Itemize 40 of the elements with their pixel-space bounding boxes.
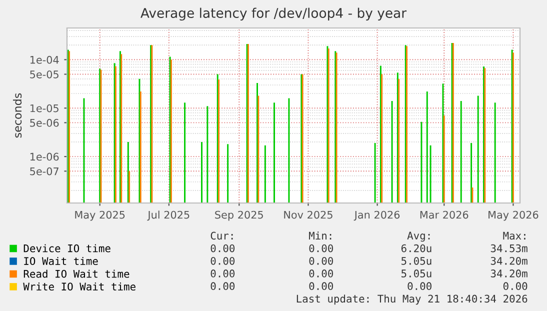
text: Last update: Thu May 21 18:40:34 2026: [296, 294, 528, 305]
y-tick-label: 1e-06: [30, 152, 59, 161]
text: 0.00: [309, 256, 333, 265]
legend-label: Write IO Wait time: [23, 282, 136, 291]
text: 0.00: [210, 244, 235, 252]
text: 0.00: [503, 282, 528, 290]
legend-label: IO Wait time: [24, 256, 98, 266]
x-tick-label: Sep 2025: [215, 210, 263, 221]
text: 34.20m: [490, 270, 528, 278]
text: 6.20u: [401, 244, 432, 252]
text: 0.00: [210, 256, 235, 265]
text: 34.20m: [490, 256, 528, 265]
legend-label: Read IO Wait time: [24, 270, 130, 278]
x-tick-label: May 2026: [488, 210, 538, 221]
x-tick-label: Jan 2026: [354, 210, 400, 221]
text: 5.05u: [402, 270, 432, 278]
text: 5.05u: [402, 256, 432, 265]
y-tick-label: 5e-05: [30, 70, 58, 78]
text: 0.00: [210, 282, 235, 290]
text: 0.00: [210, 270, 235, 278]
legend-label: Device IO time: [24, 244, 110, 252]
text: 0.00: [309, 270, 333, 278]
x-tick-label: Nov 2025: [284, 210, 332, 219]
y-tick-label: 5e-06: [30, 118, 59, 127]
text: 0.00: [408, 282, 432, 290]
y-tick-label: 1e-05: [30, 104, 58, 112]
text: 34.53m: [490, 244, 528, 252]
text: Max:: [503, 232, 526, 240]
text: 0.00: [309, 244, 333, 252]
x-tick-label: Mar 2026: [420, 210, 468, 219]
text: Cur:: [210, 232, 233, 240]
text: Min:: [309, 232, 332, 240]
text: Avg:: [407, 232, 430, 242]
x-tick-label: May 2025: [75, 210, 125, 221]
y-tick-label: 5e-07: [30, 167, 58, 176]
y-axis-title: seconds: [13, 93, 22, 138]
chart-title: Average latency for /dev/loop4 - by year: [140, 8, 407, 21]
y-tick-label: 1e-04: [30, 56, 59, 64]
text: 0.00: [309, 282, 333, 290]
x-tick-label: Jul 2025: [147, 210, 190, 221]
